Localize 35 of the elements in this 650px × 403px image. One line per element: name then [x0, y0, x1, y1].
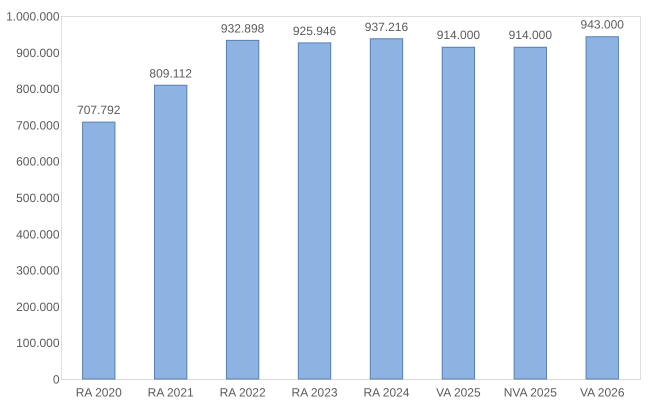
bar — [226, 40, 260, 380]
y-tick-label: 0 — [52, 372, 60, 386]
bar — [298, 42, 332, 380]
data-label: 914.000 — [436, 28, 480, 42]
data-label: 943.000 — [580, 18, 624, 32]
y-tick-label: 600.000 — [16, 154, 60, 169]
data-label: 707.792 — [77, 103, 121, 118]
x-tick-label: VA 2026 — [580, 386, 625, 400]
bar — [586, 36, 619, 380]
y-tick-label: 300.000 — [16, 264, 60, 278]
bar — [370, 38, 404, 380]
data-label: 914.000 — [508, 28, 552, 42]
x-tick-label: RA 2020 — [76, 386, 122, 400]
y-tick-label: 900.000 — [16, 46, 60, 60]
bar — [442, 46, 476, 380]
x-tick-label: NVA 2025 — [504, 386, 558, 400]
bar — [82, 122, 116, 380]
y-tick-label: 800.000 — [16, 82, 60, 96]
y-tick-label: 500.000 — [16, 191, 60, 205]
data-label: 809.112 — [149, 66, 192, 80]
y-tick-label: 400.000 — [16, 227, 60, 242]
x-tick-label: RA 2024 — [363, 386, 410, 400]
y-tick-label: 1.000.000 — [6, 10, 60, 24]
bar — [154, 84, 188, 380]
bar — [514, 46, 547, 380]
x-tick-label: VA 2025 — [436, 386, 481, 400]
y-tick-label: 200.000 — [16, 300, 60, 314]
data-label: 932.898 — [220, 21, 265, 36]
x-tick-label: RA 2021 — [148, 386, 194, 400]
x-tick-label: RA 2022 — [220, 386, 266, 400]
x-tick-label: RA 2023 — [292, 386, 338, 400]
y-tick-label: 700.000 — [16, 118, 60, 132]
data-label: 925.946 — [292, 24, 337, 38]
data-label: 937.216 — [364, 20, 408, 34]
y-tick-label: 100.000 — [16, 336, 60, 350]
